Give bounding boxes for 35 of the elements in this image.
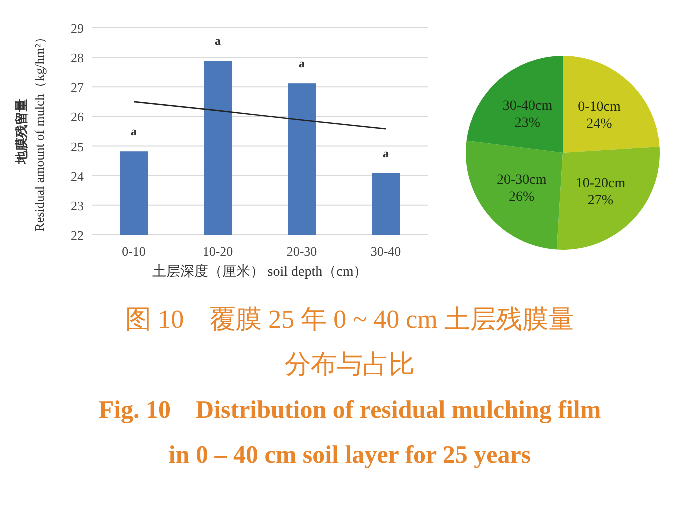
y-tick-label: 22 [71,228,84,243]
pie-slice [466,140,563,250]
y-tick-label: 24 [71,168,84,184]
y-tick-label: 29 [71,21,84,36]
slice-label: 20-30cm [497,173,547,188]
x-axis-title: 土层深度（厘米） soil depth（cm） [152,264,368,280]
data-label: 24% [586,117,613,132]
x-tick-label: 30-40 [370,244,402,259]
data-label: a [383,146,389,160]
data-label: a [131,124,137,139]
y-axis-title: 地膜残留量 Residual amount of mulch（kg/hm²） [14,31,47,232]
slice-label: 30-40cm [502,98,553,114]
caption: Fig. 10 Distribution of residual mulching film [98,397,602,424]
x-tick-label: 10-20 [202,244,234,259]
y-tick-label: 23 [71,198,84,214]
pie-slice [563,56,660,153]
pie-slice [466,56,563,153]
data-label: a [299,56,305,71]
y-tick-label: 28 [71,50,84,66]
y-tick-label: 26 [71,110,84,125]
text: in 0 – 40 cm soil layer for 25 years [168,442,532,469]
x-tick-label: 20-30 [286,244,318,259]
x-tick-label: 0-10 [122,244,146,259]
data-label: 26% [509,190,536,206]
data-label: 27% [588,194,614,209]
slice-label: 10-20cm [576,176,626,192]
line-series [133,101,387,130]
caption: 图 10 覆膜 25 年 0 ~ 40 cm 土层残膜量 [126,305,574,334]
y-tick-label: 27 [71,80,84,96]
data-label: a [215,34,221,48]
pie-slice [556,146,660,250]
data-label: 23% [514,116,541,131]
text: 分布与占比 [285,350,415,379]
y-tick-label: 25 [71,139,84,154]
slice-label: 0-10cm [578,100,622,116]
